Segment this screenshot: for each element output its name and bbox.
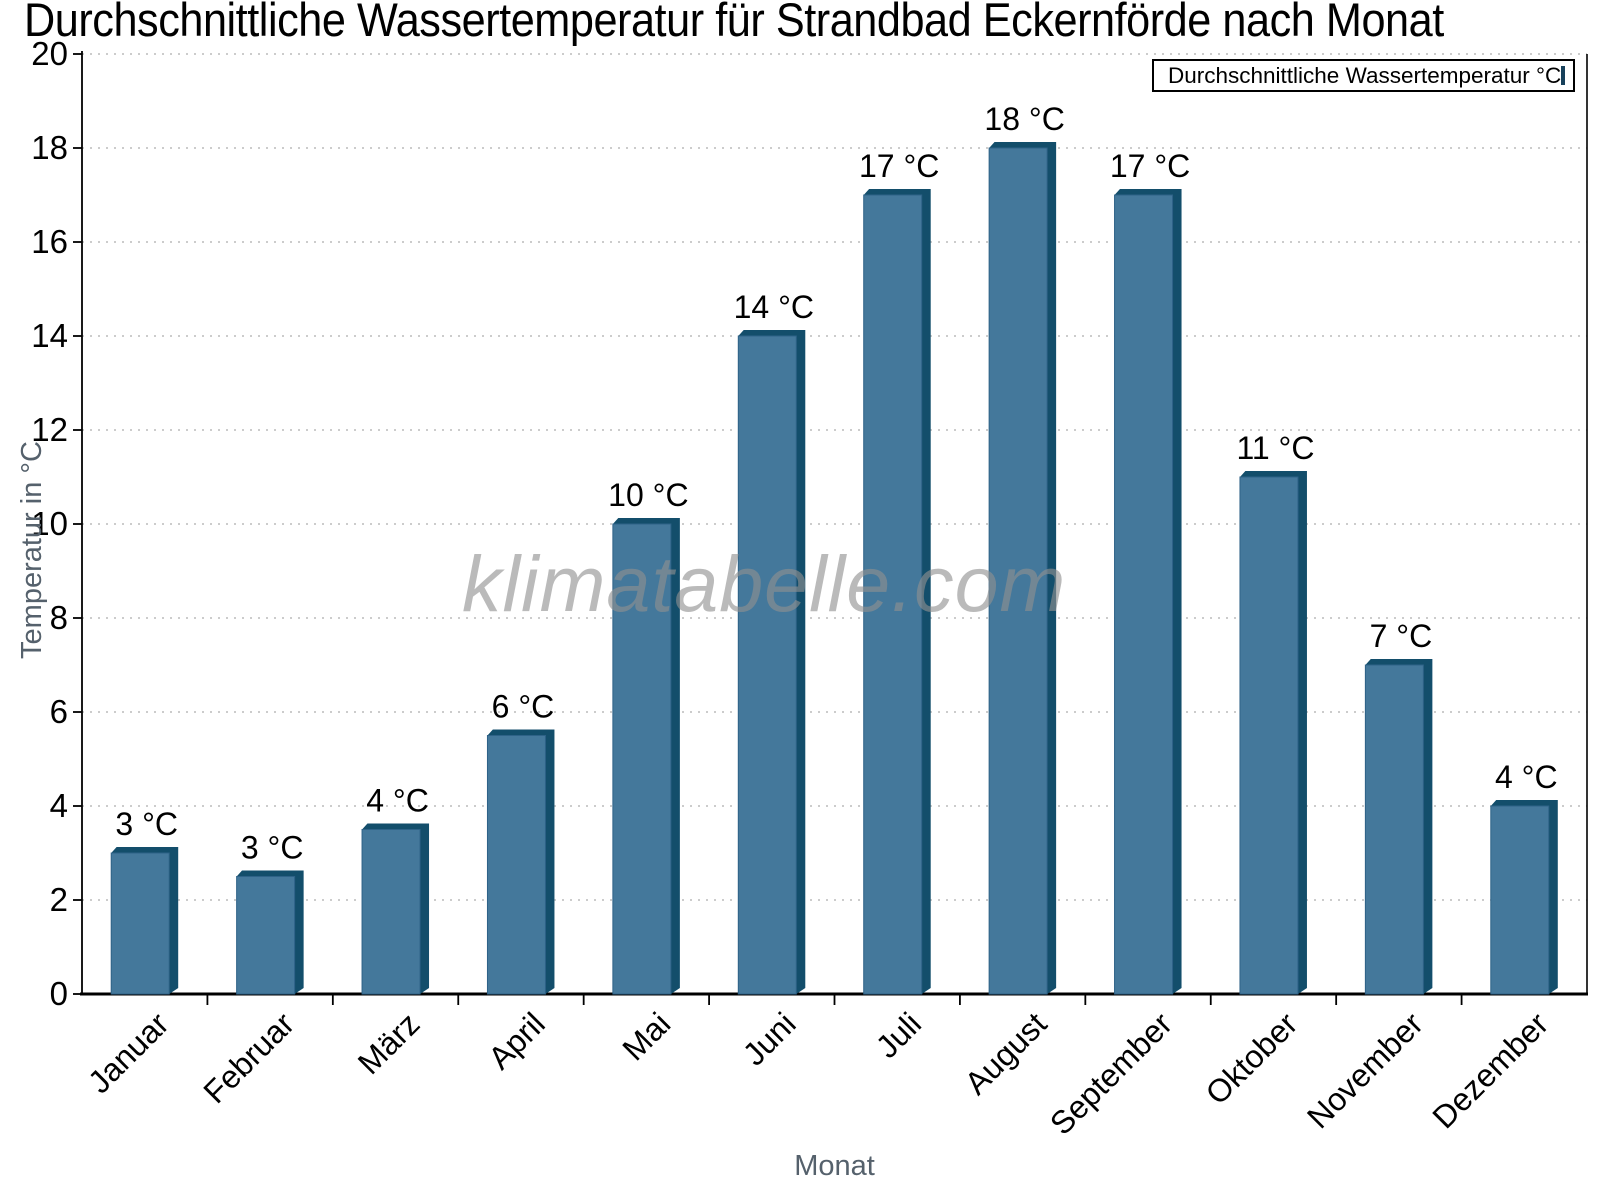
bar (361, 829, 421, 995)
bar (110, 852, 170, 995)
bar (486, 735, 546, 995)
bar-right-edge (670, 524, 680, 994)
bar-top-cap (1114, 189, 1182, 195)
bar-top-cap (111, 847, 179, 853)
y-axis-title: Temperatur in °C (16, 441, 48, 659)
legend-swatch-icon (1561, 66, 1566, 85)
bar-value-label: 3 °C (115, 806, 178, 842)
bar-value-label: 10 °C (608, 477, 688, 513)
bar-right-edge (796, 336, 806, 994)
bar (236, 876, 296, 995)
y-tick-label: 20 (31, 35, 68, 72)
y-tick-label: 16 (31, 223, 68, 260)
bar-right-edge (1047, 148, 1057, 994)
bar-value-label: 17 °C (1110, 148, 1190, 184)
bar-top-cap (863, 189, 931, 195)
bar-value-label: 3 °C (241, 830, 304, 866)
x-category-label: Dezember (1425, 1005, 1555, 1135)
legend: Durchschnittliche Wassertemperatur °C (1152, 59, 1575, 92)
y-tick-label: 2 (50, 881, 68, 918)
bar-value-label: 11 °C (1236, 430, 1314, 466)
bar (612, 523, 672, 995)
bar (1490, 805, 1550, 995)
bar-top-cap (738, 330, 806, 336)
bar (863, 194, 923, 995)
bar (737, 335, 797, 995)
bar-right-edge (294, 876, 304, 994)
bar-top-cap (612, 518, 680, 524)
x-category-label: Januar (81, 1005, 176, 1100)
bar-value-label: 17 °C (859, 148, 939, 184)
bar-top-cap (1239, 471, 1307, 477)
bar-value-label: 14 °C (734, 289, 814, 325)
y-tick-label: 18 (31, 129, 68, 166)
bar-value-label: 7 °C (1370, 618, 1433, 654)
bar-right-edge (1423, 665, 1433, 994)
y-tick-label: 14 (31, 317, 68, 354)
x-category-label: Februar (196, 1005, 301, 1110)
y-tick-label: 0 (50, 975, 68, 1012)
bar (1114, 194, 1174, 995)
bar-top-cap (487, 729, 555, 736)
bar-right-edge (1172, 195, 1182, 994)
x-category-label: Juli (869, 1005, 928, 1064)
x-category-label: Mai (615, 1005, 677, 1067)
bar-right-edge (921, 195, 931, 994)
x-category-label: April (481, 1005, 552, 1076)
bar-value-label: 4 °C (1495, 759, 1558, 795)
x-category-label: August (958, 1005, 1054, 1101)
watermark: klimatabelle.com (462, 539, 1067, 628)
x-category-label: Juni (736, 1005, 803, 1072)
bar-top-cap (236, 870, 304, 877)
bar (1239, 476, 1299, 995)
bar-value-label: 4 °C (366, 783, 429, 819)
x-axis-title: Monat (794, 1150, 875, 1182)
bar-top-cap (1365, 659, 1433, 665)
bar-value-label: 6 °C (492, 689, 555, 725)
chart-title: Durchschnittliche Wassertemperatur für S… (24, 0, 1444, 46)
bar-top-cap (1490, 800, 1558, 806)
y-tick-label: 8 (50, 599, 68, 636)
y-tick-label: 12 (31, 411, 68, 448)
y-tick-label: 6 (50, 693, 68, 730)
bar-top-cap (362, 823, 430, 830)
bar-right-edge (1548, 806, 1558, 994)
bar-top-cap (989, 142, 1057, 148)
y-tick-label: 10 (31, 505, 68, 542)
y-tick-label: 4 (50, 787, 68, 824)
bar (1364, 664, 1424, 995)
bar-value-label: 18 °C (984, 101, 1064, 137)
bar (988, 147, 1048, 995)
bar-right-edge (420, 829, 430, 994)
x-category-label: September (1043, 1005, 1179, 1141)
x-category-label: November (1300, 1005, 1430, 1135)
x-category-label: März (351, 1005, 427, 1081)
x-category-label: Oktober (1198, 1005, 1304, 1111)
bar-right-edge (545, 735, 555, 994)
legend-label: Durchschnittliche Wassertemperatur °C (1168, 62, 1562, 88)
bar-right-edge (1297, 477, 1307, 994)
bar-right-edge (169, 853, 179, 994)
